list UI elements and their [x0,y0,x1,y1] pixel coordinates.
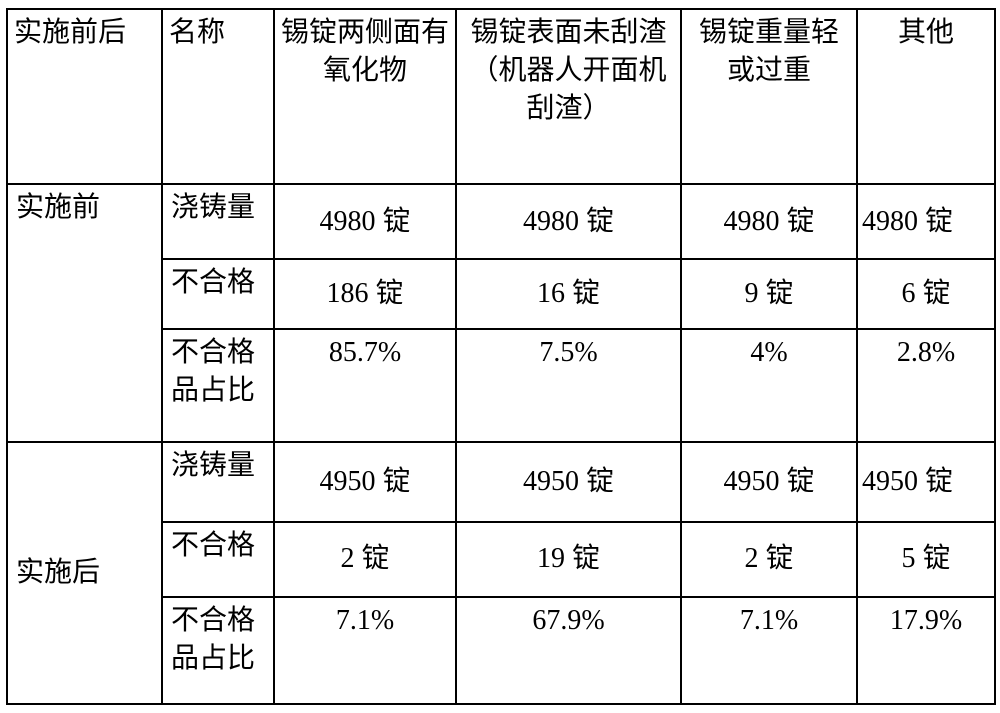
group-label-before: 实施前 [7,184,162,441]
cell-value: 9 锭 [681,259,857,329]
cell-value: 4% [681,329,857,441]
cell-value: 6 锭 [857,259,995,329]
cell-value: 4950 锭 [274,442,456,522]
data-table: 实施前后 名称 锡锭两侧面有氧化物 锡锭表面未刮渣（机器人开面机刮渣） 锡锭重量… [6,8,996,705]
col-header-oxide: 锡锭两侧面有氧化物 [274,9,456,184]
cell-value: 7.5% [456,329,681,441]
cell-value: 186 锭 [274,259,456,329]
cell-value: 4980 锭 [456,184,681,259]
cell-value: 4980 锭 [681,184,857,259]
table-row: 实施前 浇铸量 4980 锭 4980 锭 4980 锭 4980 锭 [7,184,995,259]
col-header-name: 名称 [162,9,274,184]
table-row: 实施后 浇铸量 4950 锭 4950 锭 4950 锭 4950 锭 [7,442,995,522]
cell-value: 17.9% [857,597,995,704]
row-label: 不合格品占比 [162,329,274,441]
cell-value: 2 锭 [274,522,456,597]
cell-value: 67.9% [456,597,681,704]
row-label: 浇铸量 [162,184,274,259]
cell-value: 4950 锭 [857,442,995,522]
col-header-weight: 锡锭重量轻或过重 [681,9,857,184]
cell-value: 4950 锭 [681,442,857,522]
cell-value: 4980 锭 [274,184,456,259]
table-header-row: 实施前后 名称 锡锭两侧面有氧化物 锡锭表面未刮渣（机器人开面机刮渣） 锡锭重量… [7,9,995,184]
col-header-scrape: 锡锭表面未刮渣（机器人开面机刮渣） [456,9,681,184]
cell-value: 2.8% [857,329,995,441]
col-header-phase: 实施前后 [7,9,162,184]
row-label: 浇铸量 [162,442,274,522]
cell-value: 16 锭 [456,259,681,329]
cell-value: 19 锭 [456,522,681,597]
cell-value: 2 锭 [681,522,857,597]
cell-value: 7.1% [681,597,857,704]
row-label: 不合格 [162,259,274,329]
row-label: 不合格 [162,522,274,597]
page-root: 实施前后 名称 锡锭两侧面有氧化物 锡锭表面未刮渣（机器人开面机刮渣） 锡锭重量… [0,0,1000,713]
cell-value: 5 锭 [857,522,995,597]
cell-value: 4950 锭 [456,442,681,522]
col-header-other: 其他 [857,9,995,184]
cell-value: 85.7% [274,329,456,441]
row-label: 不合格品占比 [162,597,274,704]
cell-value: 7.1% [274,597,456,704]
group-label-after: 实施后 [7,442,162,704]
cell-value: 4980 锭 [857,184,995,259]
